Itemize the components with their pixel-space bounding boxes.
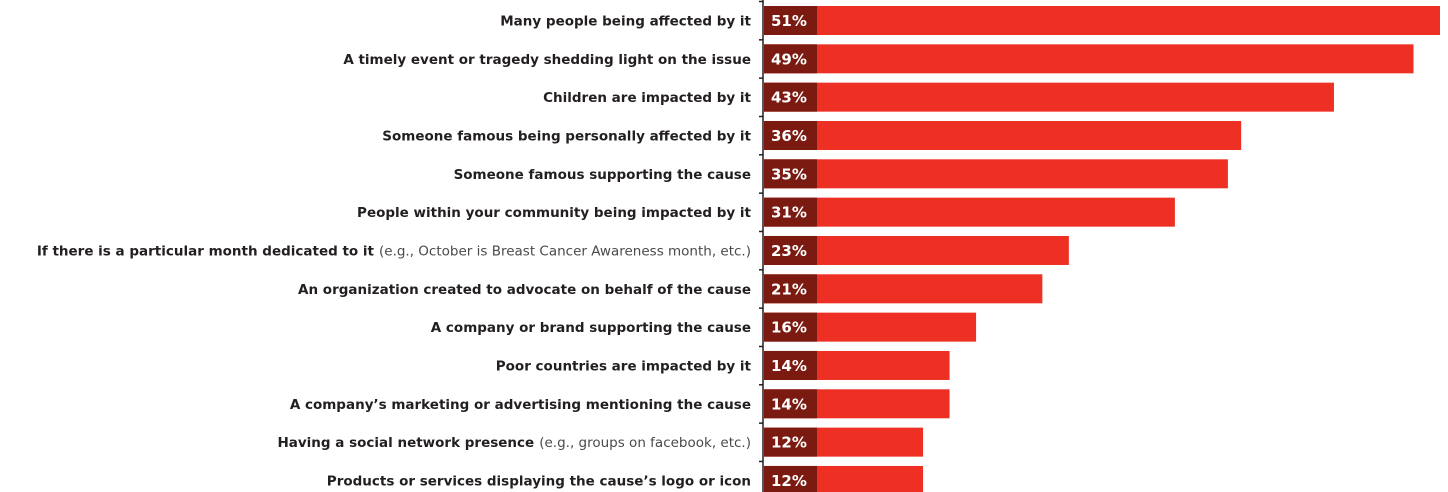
category-label: Products or services displaying the caus… — [327, 473, 751, 489]
value-box — [764, 159, 817, 189]
category-label-text: A company’s marketing or advertising men… — [290, 397, 751, 413]
value-box — [764, 197, 817, 227]
category-label-text: Someone famous supporting the cause — [454, 167, 751, 183]
category-label: An organization created to advocate on b… — [298, 282, 751, 298]
category-label-note: (e.g., groups on facebook, etc.) — [539, 435, 751, 451]
category-label: Having a social network presence (e.g., g… — [277, 435, 751, 451]
value-box — [764, 82, 817, 112]
category-label-text: Children are impacted by it — [543, 90, 751, 106]
data-label: 23% — [771, 242, 807, 260]
data-label: 49% — [771, 50, 807, 68]
bar — [764, 197, 1175, 227]
category-label-text: Having a social network presence — [277, 435, 534, 451]
category-label: Someone famous being personally affected… — [382, 128, 751, 144]
data-label: 31% — [771, 204, 807, 222]
bars-layer: 51% 49% 43% 36% 35% 31% 23% 21% 16% 14% 14% 12% 12% — [764, 6, 1440, 492]
category-label-text: Someone famous being personally affected… — [382, 128, 751, 144]
bar — [764, 159, 1228, 189]
category-label: A company or brand supporting the cause — [431, 320, 751, 336]
category-label: A company’s marketing or advertising men… — [290, 397, 751, 413]
value-box — [764, 465, 817, 492]
category-label-text: A company or brand supporting the cause — [431, 320, 751, 336]
category-label-text: A timely event or tragedy shedding light… — [343, 52, 751, 68]
category-label-text: Products or services displaying the caus… — [327, 473, 751, 489]
bar — [764, 44, 1414, 74]
value-box — [764, 120, 817, 150]
data-label: 14% — [771, 395, 807, 413]
category-label-text: If there is a particular month dedicated… — [37, 243, 375, 259]
value-box — [764, 427, 817, 457]
data-label: 51% — [771, 12, 807, 30]
category-label: Children are impacted by it — [543, 90, 751, 106]
category-label: If there is a particular month dedicated… — [37, 243, 751, 259]
value-box — [764, 312, 817, 342]
category-label: People within your community being impac… — [357, 205, 751, 221]
data-label: 16% — [771, 319, 807, 337]
data-label: 12% — [771, 434, 807, 452]
data-label: 21% — [771, 280, 807, 298]
value-box — [764, 350, 817, 380]
category-label-text: Many people being affected by it — [500, 14, 751, 30]
data-label: 35% — [771, 165, 807, 183]
data-label: 14% — [771, 357, 807, 375]
axis-layer — [759, 0, 764, 492]
category-labels-layer: Many people being affected by it A timely… — [37, 14, 752, 490]
category-label-text: An organization created to advocate on b… — [298, 282, 751, 298]
data-label: 43% — [771, 89, 807, 107]
category-label-text: People within your community being impac… — [357, 205, 751, 221]
value-box — [764, 274, 817, 304]
category-label: Someone famous supporting the cause — [454, 167, 751, 183]
category-label-text: Poor countries are impacted by it — [496, 358, 752, 374]
bar — [764, 120, 1242, 150]
value-box — [764, 389, 817, 419]
bar — [764, 82, 1334, 112]
value-box — [764, 6, 817, 35]
category-label: Many people being affected by it — [500, 14, 751, 30]
bar — [764, 6, 1440, 35]
category-label-note: (e.g., October is Breast Cancer Awarenes… — [379, 243, 751, 259]
category-label: Poor countries are impacted by it — [496, 358, 752, 374]
category-label: A timely event or tragedy shedding light… — [343, 52, 751, 68]
data-label: 36% — [771, 127, 807, 145]
data-label: 12% — [771, 472, 807, 490]
value-box — [764, 44, 817, 74]
value-box — [764, 235, 817, 265]
